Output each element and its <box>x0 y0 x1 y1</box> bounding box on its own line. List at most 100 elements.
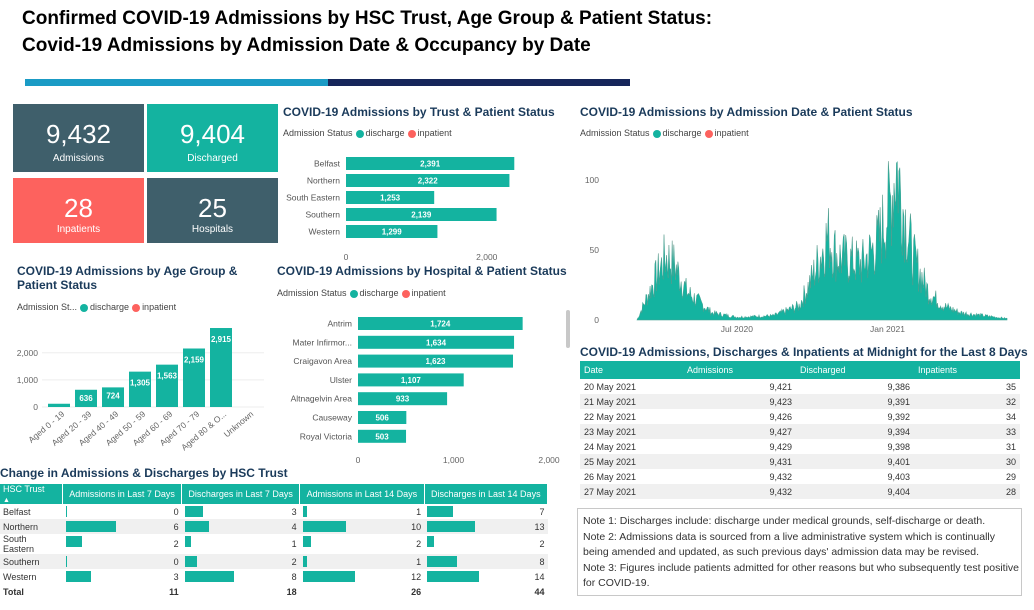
change-cell: 2 <box>63 534 182 554</box>
bar[interactable] <box>358 429 407 443</box>
table-row[interactable]: 25 May 2021 9,431 9,401 30 <box>580 454 1020 469</box>
table-cell: 9,392 <box>887 411 910 422</box>
change-value: 3 <box>291 506 297 517</box>
note-text: Admissions data is sourced from a live a… <box>583 530 996 559</box>
inpatients-label: Inpatients <box>56 224 101 235</box>
table-row[interactable]: 24 May 2021 9,429 9,398 31 <box>580 439 1020 454</box>
data-bar <box>184 571 235 582</box>
data-label: 1,299 <box>382 228 403 237</box>
col-date[interactable]: Date <box>580 361 683 379</box>
data-bar <box>65 521 116 532</box>
bar[interactable] <box>358 317 523 330</box>
table-row[interactable]: Belfast 0 3 1 7 <box>0 504 548 519</box>
admissions-card[interactable]: 9,432 Admissions <box>13 104 144 172</box>
change-cell: 3 <box>63 569 182 584</box>
bar[interactable] <box>346 157 515 170</box>
change-value: 2 <box>416 539 422 549</box>
table-cell: 32 <box>914 394 1020 409</box>
table-row[interactable]: 26 May 2021 9,432 9,403 29 <box>580 469 1020 484</box>
category-label: South Eastern <box>286 193 340 203</box>
data-label: 1,623 <box>425 357 446 366</box>
table-cell: 9,432 <box>683 484 796 499</box>
bar[interactable] <box>346 225 438 238</box>
category-label: Royal Victoria <box>300 431 353 441</box>
date-chart-title: COVID-19 Admissions by Admission Date & … <box>580 105 913 119</box>
inpatients-value: 28 <box>64 193 93 223</box>
change-value: 1 <box>291 539 297 549</box>
table-cell: 9,404 <box>796 484 914 499</box>
bar[interactable] <box>346 208 497 221</box>
note-3: Note 3: Figures include patients admitte… <box>583 561 1021 592</box>
data-bar <box>65 506 68 517</box>
trust-bar-chart[interactable]: Belfast 2,391 Northern 2,322 South Eastern 1,… <box>280 150 570 262</box>
change-value: 2 <box>539 539 545 549</box>
bar[interactable] <box>358 373 464 387</box>
table-cell: 33 <box>914 424 1020 439</box>
change-cell: 1 <box>299 554 425 569</box>
bar[interactable] <box>358 392 448 406</box>
table-row[interactable]: Southern 0 2 1 8 <box>0 554 548 569</box>
category-label: Altnagelvin Area <box>291 394 353 404</box>
hospital-bar-chart[interactable]: Antrim 1,724 Mater Infirmor... 1,634 Craigav… <box>270 310 570 470</box>
admissions-value: 9,432 <box>45 119 112 149</box>
bar[interactable] <box>48 403 70 407</box>
col-hsc-trust-label: HSC Trust <box>3 484 45 494</box>
data-label: 1,724 <box>430 320 451 329</box>
data-bar <box>302 571 355 582</box>
legend-prefix: Admission Status <box>580 128 650 138</box>
table-cell: 9,426 <box>769 411 792 422</box>
table-cell: 26 May 2021 <box>584 471 637 482</box>
data-label: 506 <box>375 414 389 423</box>
bar[interactable] <box>358 335 515 349</box>
bar[interactable] <box>358 411 407 424</box>
bar[interactable] <box>156 364 178 407</box>
category-label: Mater Infirmor... <box>292 337 352 347</box>
col-adm-7[interactable]: Admissions in Last 7 Days <box>62 484 183 504</box>
scrollbar-handle[interactable] <box>566 310 570 348</box>
table-row[interactable]: Northern 6 4 10 13 <box>0 519 548 534</box>
change-cell: 2 <box>300 534 424 554</box>
col-dis-14[interactable]: Discharges in Last 14 Days <box>424 484 549 504</box>
admissions-area[interactable] <box>636 161 1008 321</box>
bar[interactable] <box>346 174 510 187</box>
bar[interactable] <box>358 354 513 368</box>
col-discharged[interactable]: Discharged <box>796 361 914 379</box>
table-row[interactable]: South Eastern 2 1 2 2 <box>0 534 548 554</box>
col-hsc-trust[interactable]: HSC Trust ▲ <box>0 484 63 504</box>
legend-prefix: Admission Status <box>283 128 353 138</box>
table-cell: 28 <box>914 484 1020 499</box>
bar[interactable] <box>346 191 435 204</box>
hospitals-card[interactable]: 25 Hospitals <box>147 178 278 243</box>
category-label: Southern <box>306 210 341 220</box>
note-label: Note 3: <box>583 561 617 574</box>
admission-date-area-chart[interactable]: 0 50 100 Jul 2020 Jan 2021 <box>575 150 1030 338</box>
table-row[interactable]: 23 May 2021 9,427 9,394 33 <box>580 424 1020 439</box>
col-inpatients[interactable]: Inpatients <box>914 361 1020 379</box>
inpatient-dot-icon <box>132 303 141 312</box>
col-adm-14[interactable]: Admissions in Last 14 Days <box>299 484 425 504</box>
discharged-label: Discharged <box>187 153 238 164</box>
inpatients-card[interactable]: 28 Inpatients <box>13 178 144 243</box>
bar[interactable] <box>102 387 124 407</box>
bar[interactable] <box>183 348 205 407</box>
discharged-card[interactable]: 9,404 Discharged <box>147 104 278 172</box>
table-row[interactable]: 21 May 2021 9,423 9,391 32 <box>580 394 1020 409</box>
category-label: Western <box>309 227 341 237</box>
table-row[interactable]: Western 3 8 12 14 <box>0 569 548 584</box>
x-tick-label: 0 <box>356 455 361 465</box>
bar[interactable] <box>129 371 151 407</box>
y-tick-label: 2,000 <box>17 348 39 358</box>
table-cell: 20 May 2021 <box>584 381 637 392</box>
col-dis-7[interactable]: Discharges in Last 7 Days <box>181 484 301 504</box>
change-value: 2 <box>291 556 297 567</box>
trust-name: Southern <box>0 554 63 569</box>
change-cell: 3 <box>182 504 300 519</box>
category-label: Craigavon Area <box>293 356 352 366</box>
table-row[interactable]: 20 May 2021 9,421 9,386 35 <box>580 379 1020 394</box>
col-admissions[interactable]: Admissions <box>683 361 796 379</box>
table-row[interactable]: 22 May 2021 9,426 9,392 34 <box>580 409 1020 424</box>
table-row[interactable]: 27 May 2021 9,432 9,404 28 <box>580 484 1020 499</box>
bar[interactable] <box>75 389 97 407</box>
bar[interactable] <box>210 328 232 407</box>
